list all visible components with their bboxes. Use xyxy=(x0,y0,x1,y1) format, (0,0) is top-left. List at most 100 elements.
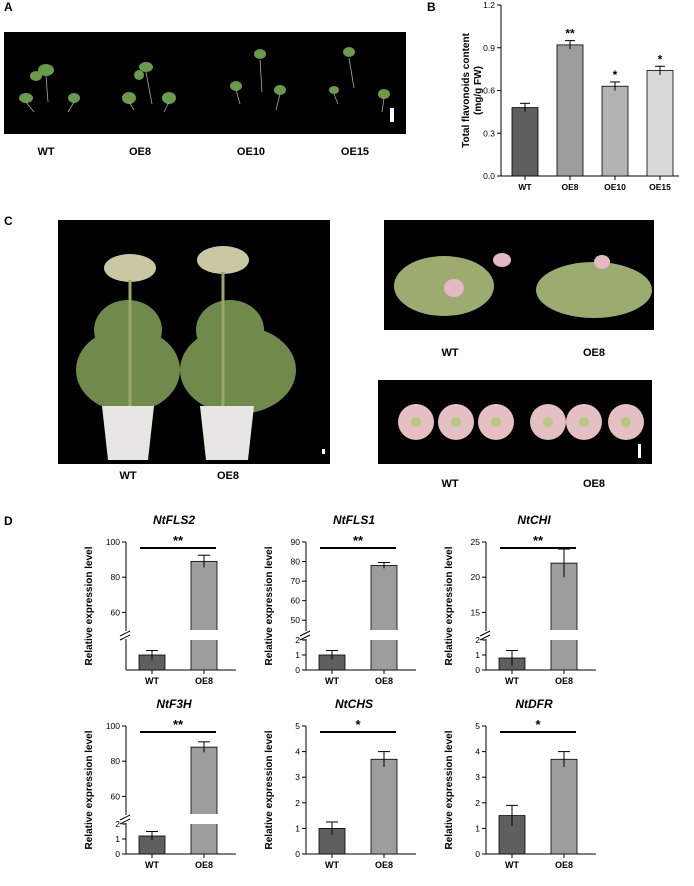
mature-plants-photo xyxy=(58,220,330,464)
caption-c-rb-oe8: OE8 xyxy=(582,478,605,490)
x-tick-label: OE8 xyxy=(195,860,213,870)
x-tick-label: OE8 xyxy=(555,676,573,686)
bar-break xyxy=(370,630,398,640)
y-axis-label-line2: (mg/g FW) xyxy=(473,66,484,115)
caption-c-rt-oe8: OE8 xyxy=(582,347,605,359)
y-tick-label: 0 xyxy=(295,849,300,859)
y-axis-label: Relative expression level xyxy=(84,730,95,849)
bar-oe8 xyxy=(190,746,218,855)
caption-a-oe10: OE10 xyxy=(236,146,266,158)
y-tick-label: 60 xyxy=(111,791,121,801)
axis-break-mark xyxy=(119,630,131,637)
caption-a-oe15: OE15 xyxy=(340,146,370,158)
chart-title: NtF3H xyxy=(156,697,192,711)
bar-oe8 xyxy=(550,562,578,671)
significance-mark: ** xyxy=(533,533,544,548)
y-tick-label: 0.9 xyxy=(483,43,495,53)
caption-a-oe8: OE8 xyxy=(128,146,151,158)
axis-break-gap xyxy=(120,631,130,639)
y-tick-label: 0 xyxy=(475,849,480,859)
axis-break-mark xyxy=(119,818,131,825)
axis-break-gap xyxy=(300,631,310,639)
chart-ntchi: NtCHI Relative expression level 0 1 2 15 20 25 W… xyxy=(444,513,596,686)
chart-ntf3h: NtF3H Relative expression level 0 1 2 60 80 100… xyxy=(84,697,236,870)
significance-mark: * xyxy=(658,52,663,66)
axis-break-gap xyxy=(480,631,490,639)
x-tick-label: WT xyxy=(145,860,159,870)
bar-break xyxy=(190,814,218,824)
x-tick-label: WT xyxy=(505,860,519,870)
panel-b-label: B xyxy=(427,0,436,14)
x-tick-label: OE8 xyxy=(555,860,573,870)
chart-ntfls2: NtFLS2 Relative expression level 60 80 100 WT… xyxy=(84,513,236,686)
y-tick-label: 0 xyxy=(295,665,300,675)
caption-c-left-oe8: OE8 xyxy=(216,470,239,482)
y-tick-label: 4 xyxy=(295,747,300,757)
axis-break-gap xyxy=(120,815,130,823)
y-axis-label: Relative expression level xyxy=(444,730,455,849)
y-tick-label: 2 xyxy=(295,798,300,808)
significance-mark: * xyxy=(535,717,541,732)
y-tick-label: 5 xyxy=(475,721,480,731)
axis-break-mark xyxy=(479,634,491,641)
caption-c-left-wt: WT xyxy=(119,470,137,482)
y-tick-label: 0.0 xyxy=(483,171,495,181)
y-tick-label: 1 xyxy=(115,834,120,844)
seedling-photo xyxy=(4,32,406,134)
bar-oe8 xyxy=(370,565,398,671)
significance-mark: ** xyxy=(173,717,184,732)
panel-d-label: D xyxy=(4,514,13,528)
y-tick-label: 1 xyxy=(475,650,480,660)
panel-c-label: C xyxy=(4,214,13,228)
axis-break-mark xyxy=(479,630,491,637)
bar-break xyxy=(190,630,218,640)
y-tick-label: 3 xyxy=(295,772,300,782)
caption-a-wt: WT xyxy=(37,146,55,158)
y-tick-label: 0 xyxy=(475,665,480,675)
y-tick-label: 1 xyxy=(295,823,300,833)
y-tick-label: 3 xyxy=(475,772,480,782)
y-tick-label: 15 xyxy=(471,607,481,617)
x-tick-label: OE15 xyxy=(649,182,671,192)
scale-bar xyxy=(390,108,394,122)
y-tick-label: 80 xyxy=(111,572,121,582)
bar-oe8 xyxy=(550,758,578,855)
y-tick-label: 70 xyxy=(291,576,301,586)
y-tick-label: 25 xyxy=(471,537,481,547)
y-tick-label: 2 xyxy=(475,798,480,808)
bar-break xyxy=(550,630,578,640)
y-tick-label: 90 xyxy=(291,537,301,547)
y-tick-label: 2 xyxy=(115,819,120,829)
y-tick-label: 0.3 xyxy=(483,128,495,138)
chart-title: NtCHI xyxy=(517,513,551,527)
y-tick-label: 20 xyxy=(471,572,481,582)
x-tick-label: WT xyxy=(145,676,159,686)
chart-title: NtFLS2 xyxy=(153,513,195,527)
y-tick-label: 4 xyxy=(475,747,480,757)
chart-title: NtFLS1 xyxy=(333,513,375,527)
y-axis-label: Relative expression level xyxy=(264,730,275,849)
y-tick-label: 80 xyxy=(111,756,121,766)
y-axis-label-line1: Total flavonoids content xyxy=(461,32,472,147)
y-tick-label: 2 xyxy=(475,635,480,645)
x-tick-label: OE8 xyxy=(375,860,393,870)
bar-wt xyxy=(511,107,539,177)
chart-title: NtCHS xyxy=(335,697,373,711)
bar-oe8 xyxy=(370,758,398,855)
y-tick-label: 60 xyxy=(111,607,121,617)
x-tick-label: OE8 xyxy=(561,182,578,192)
chart-ntfls1: NtFLS1 Relative expression level 0 1 2 50 60 70… xyxy=(264,513,416,686)
y-tick-label: 1.2 xyxy=(483,0,495,10)
chart-b: 0.0 0.3 0.6 0.9 1.2 Total flavonoids content(… xyxy=(461,0,679,192)
x-tick-label: OE8 xyxy=(375,676,393,686)
panel-a-label: A xyxy=(4,0,13,14)
y-tick-label: 100 xyxy=(106,537,120,547)
y-tick-label: 80 xyxy=(291,557,301,567)
y-axis-label: Relative expression level xyxy=(444,546,455,665)
bar-oe10 xyxy=(601,85,629,177)
x-tick-label: WT xyxy=(505,676,519,686)
x-tick-label: WT xyxy=(325,860,339,870)
y-tick-label: 100 xyxy=(106,721,120,731)
chart-ntchs: NtCHS Relative expression level 0 1 2 3 4 5 WT OE… xyxy=(264,697,416,870)
chart-ntdfr: NtDFR Relative expression level 0 1 2 3 4 5 WT OE… xyxy=(444,697,596,870)
